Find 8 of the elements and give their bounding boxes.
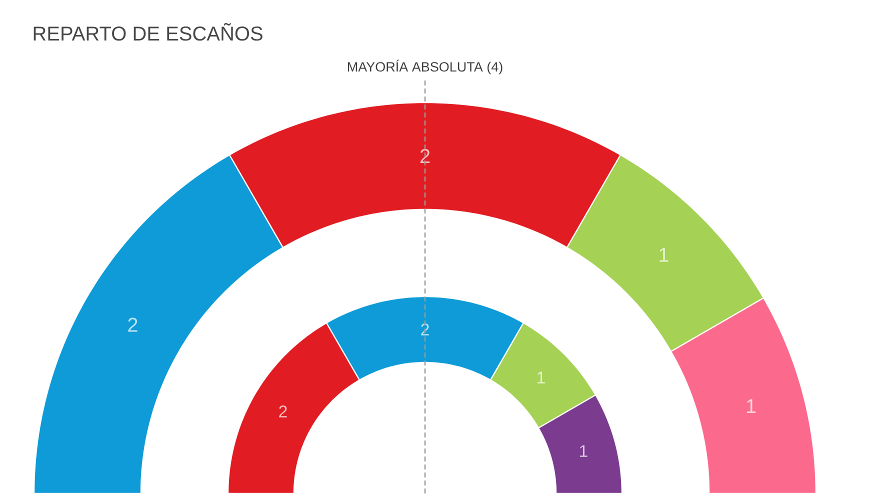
- data-label: 2: [279, 406, 287, 418]
- data-label: 1: [538, 372, 545, 384]
- data-label: 2: [128, 318, 138, 332]
- data-label: 1: [580, 445, 588, 457]
- chart-title: REPARTO DE ESCAÑOS: [34, 22, 262, 41]
- data-label: 1: [746, 399, 756, 414]
- text: MAYORÍA ABSOLUTA (4): [348, 60, 502, 74]
- data-label: 1: [660, 248, 668, 262]
